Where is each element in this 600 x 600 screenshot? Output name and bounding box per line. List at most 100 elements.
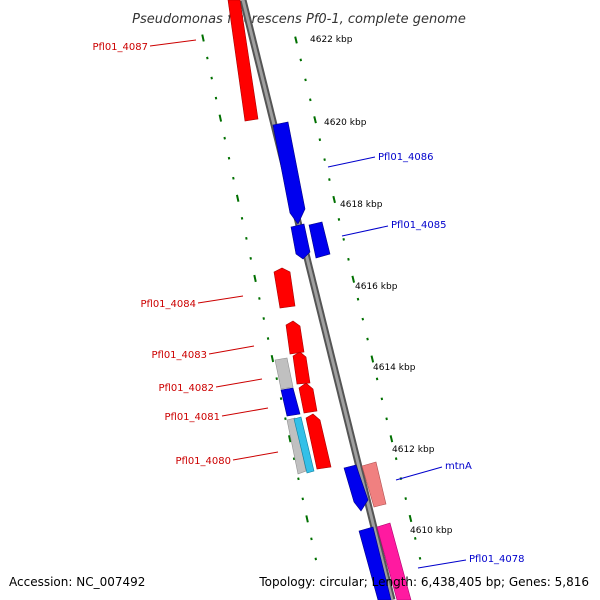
gene-pfl01-4080-gray[interactable]	[286, 417, 307, 475]
minor-tick	[310, 537, 313, 541]
left-tick-track	[201, 34, 318, 561]
minor-tick	[206, 56, 209, 60]
leader-line-pfl01-4087	[149, 39, 197, 47]
gene-pfl01-4080[interactable]	[293, 416, 315, 474]
leader-line-pfl01-4081	[221, 407, 269, 417]
gene-pfl01-4078-blue[interactable]	[358, 526, 392, 600]
minor-tick	[266, 337, 270, 340]
minor-tick	[249, 257, 252, 260]
gene-label-pfl01-4087[interactable]: Pfl01_4087	[92, 42, 148, 53]
minor-tick	[375, 377, 379, 381]
gene-label-mtna[interactable]: mtnA	[445, 461, 472, 472]
minor-tick	[210, 76, 213, 80]
minor-tick	[309, 98, 312, 102]
major-tick	[370, 355, 375, 363]
minor-tick	[413, 537, 417, 540]
gene-label-pfl01-4082[interactable]: Pfl01_4082	[158, 383, 214, 394]
major-tick	[305, 515, 309, 523]
accession-text: Accession: NC_007492	[9, 575, 145, 589]
minor-tick	[380, 397, 384, 401]
minor-tick	[262, 317, 265, 320]
leader-line-pfl01-4083	[208, 345, 255, 355]
minor-tick	[356, 297, 360, 301]
minor-tick	[328, 178, 331, 181]
minor-tick	[258, 297, 261, 300]
minor-tick	[342, 237, 345, 241]
minor-tick	[361, 317, 365, 321]
leader-line-pfl01-4086	[327, 156, 376, 168]
major-tick	[389, 435, 394, 443]
gene-label-pfl01-4085[interactable]: Pfl01_4085	[391, 220, 447, 231]
minor-tick	[323, 158, 326, 162]
gene-pfl01-4081[interactable]	[280, 387, 301, 417]
major-tick	[218, 114, 223, 122]
gene-mtna[interactable]	[361, 461, 387, 508]
minor-tick	[347, 257, 350, 261]
minor-tick	[366, 337, 369, 341]
major-tick	[270, 354, 275, 363]
gene-pfl01-4087[interactable]	[227, 0, 259, 122]
major-tick	[235, 194, 240, 202]
minor-tick	[318, 138, 322, 142]
gene-pfl01-4083[interactable]	[285, 320, 305, 355]
minor-tick	[314, 557, 318, 561]
minor-tick	[292, 457, 296, 461]
minor-tick	[304, 78, 307, 82]
minor-tick	[279, 397, 283, 401]
ruler-label: 4614 kbp	[373, 363, 416, 373]
right-tick-track	[294, 36, 422, 560]
gene-pfl01-4078[interactable]	[376, 522, 412, 600]
gene-label-pfl01-4080[interactable]: Pfl01_4080	[175, 456, 231, 467]
major-tick	[288, 435, 292, 443]
ruler-label: 4622 kbp	[310, 35, 353, 45]
gene-label-pfl01-4081[interactable]: Pfl01_4081	[164, 412, 220, 423]
gene-mtna-neighbor[interactable]	[343, 464, 369, 512]
ruler-label: 4618 kbp	[340, 200, 383, 210]
ruler-label: 4612 kbp	[392, 445, 435, 455]
gene-label-pfl01-4083[interactable]: Pfl01_4083	[151, 350, 207, 361]
major-tick	[332, 195, 336, 204]
minor-tick	[385, 417, 388, 421]
gene-pfl01-4081-fwd[interactable]	[298, 382, 318, 414]
major-tick	[201, 34, 205, 42]
minor-tick	[227, 156, 231, 160]
gene-label-pfl01-4078[interactable]: Pfl01_4078	[469, 554, 525, 565]
ruler-label: 4610 kbp	[410, 526, 453, 536]
gene-label-pfl01-4084[interactable]: Pfl01_4084	[140, 299, 196, 310]
minor-tick	[214, 96, 218, 100]
leader-line-pfl01-4080	[232, 451, 279, 461]
leader-line-pfl01-4085	[341, 225, 389, 237]
gene-pfl01-4085-a[interactable]	[290, 223, 311, 260]
gene-pfl01-4082-fwd[interactable]	[292, 351, 311, 385]
gene-pfl01-4085[interactable]	[308, 221, 331, 259]
gene-pfl01-4080-fwd[interactable]	[305, 413, 332, 470]
minor-tick	[240, 216, 244, 220]
gene-label-pfl01-4086[interactable]: Pfl01_4086	[378, 152, 434, 163]
minor-tick	[394, 457, 398, 461]
ruler-label: 4620 kbp	[324, 118, 367, 128]
leader-line-pfl01-4082	[215, 378, 263, 388]
minor-tick	[418, 556, 422, 560]
gene-pfl01-4082[interactable]	[274, 357, 294, 390]
minor-tick	[297, 477, 300, 481]
major-tick	[313, 116, 317, 124]
minor-tick	[299, 58, 303, 62]
gene-pfl01-4086[interactable]	[272, 121, 306, 225]
minor-tick	[284, 417, 287, 421]
minor-tick	[337, 218, 341, 221]
major-tick	[253, 274, 257, 283]
genome-backbone-highlight	[241, 0, 394, 600]
gene-pfl01-4084[interactable]	[273, 267, 296, 309]
minor-tick	[301, 497, 304, 501]
minor-tick	[275, 377, 278, 380]
minor-tick	[232, 176, 235, 180]
major-tick	[351, 275, 356, 283]
major-tick	[408, 514, 413, 523]
major-tick	[294, 36, 298, 44]
leader-line-mtna	[395, 466, 443, 481]
map-title: Pseudomonas fluorescens Pf0-1, complete …	[132, 12, 466, 27]
minor-tick	[245, 236, 248, 240]
minor-tick	[223, 136, 226, 140]
